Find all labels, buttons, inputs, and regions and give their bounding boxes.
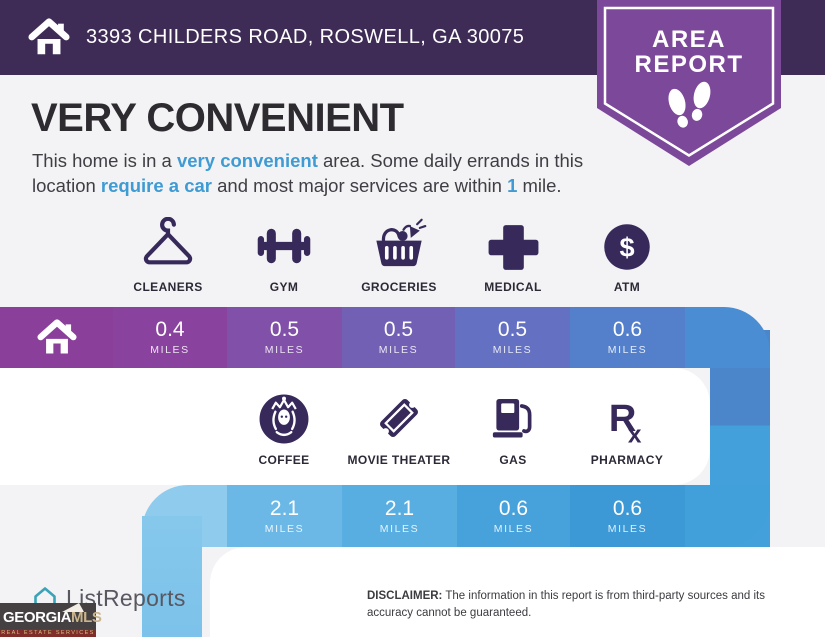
distance-cell: 2.1 MILES	[342, 485, 457, 547]
distance-value: 0.5	[269, 318, 300, 341]
distance-unit: MILES	[264, 344, 305, 356]
georgia-mls-logo: GEORGIA MLS REAL ESTATE SERVICES	[0, 603, 102, 637]
place-cleaners: CLEANERS	[98, 213, 238, 294]
dumbbell-icon	[257, 228, 311, 264]
distance-unit: MILES	[493, 522, 534, 535]
svg-text:$: $	[619, 232, 634, 263]
desc-part: and most major services are within	[211, 175, 508, 197]
distance-bar-1: 0.4 MILES 0.5 MILES 0.5 MILES 0.5 MILES …	[0, 307, 710, 368]
place-label: GROCERIES	[361, 280, 437, 294]
distance-unit: MILES	[264, 522, 305, 535]
distance-value: 2.1	[269, 496, 300, 520]
distance-cell: 0.5 MILES	[227, 307, 342, 368]
desc-part: area. Some daily errands in this	[317, 150, 584, 171]
badge-title-line1: AREA	[652, 26, 726, 53]
distance-value: 0.5	[497, 318, 528, 341]
distance-value: 2.1	[384, 496, 415, 520]
distance-value: 0.6	[498, 496, 529, 520]
walkability-description: This home is in a very convenient area. …	[32, 148, 672, 198]
walkability-headline: VERY CONVENIENT	[31, 96, 404, 140]
desc-part: location	[32, 175, 101, 197]
distance-cell: 0.5 MILES	[342, 307, 455, 368]
disclaimer-panel	[210, 547, 825, 637]
mls-tagline: REAL ESTATE SERVICES	[0, 629, 96, 637]
disclaimer-label: DISCLAIMER:	[367, 590, 443, 602]
place-coffee: COFFEE	[214, 386, 354, 467]
gas-pump-icon	[492, 399, 532, 438]
dollar-circle-icon: $	[604, 224, 650, 270]
distance-cell: 0.6 MILES	[570, 485, 685, 547]
disclaimer-body: The information in this report is from t…	[367, 590, 765, 619]
distance-value: 0.4	[155, 318, 185, 341]
place-groceries: GROCERIES	[329, 213, 469, 294]
hanger-icon	[143, 217, 193, 265]
desc-part: mile.	[517, 175, 562, 197]
place-pharmacy: R x PHARMACY	[557, 386, 697, 467]
distance-value: 0.6	[612, 496, 643, 520]
place-label: CLEANERS	[133, 280, 203, 294]
place-medical: MEDICAL	[443, 213, 583, 294]
place-movie-theater: MOVIE THEATER	[329, 386, 469, 467]
home-icon	[28, 17, 70, 54]
desc-accent: require a car	[100, 175, 212, 197]
place-label: PHARMACY	[590, 453, 664, 467]
place-atm: $ ATM	[557, 213, 697, 294]
place-label: MOVIE THEATER	[347, 453, 451, 467]
medical-cross-icon	[488, 225, 538, 270]
place-label: MEDICAL	[484, 280, 542, 294]
rx-icon: R x	[609, 398, 642, 448]
badge-title-line2: REPORT	[634, 51, 743, 78]
starbucks-siren-icon	[259, 394, 309, 444]
desc-part: This home is in a	[32, 150, 177, 171]
distance-unit: MILES	[492, 344, 533, 356]
area-report-badge: AREA REPORT	[597, 0, 781, 166]
distance-value: 0.5	[383, 318, 414, 341]
distance-value: 0.6	[612, 318, 643, 341]
disclaimer-text: DISCLAIMER: The information in this repo…	[367, 588, 805, 621]
place-label: COFFEE	[258, 453, 310, 467]
row2-panel	[0, 368, 710, 485]
desc-accent: very convenient	[176, 150, 318, 171]
distance-unit: MILES	[378, 344, 419, 356]
svg-text:R: R	[609, 398, 636, 440]
desc-accent: 1	[507, 175, 518, 197]
distance-cell: 0.4 MILES	[113, 307, 227, 368]
svg-text:x: x	[628, 422, 642, 448]
home-icon	[36, 318, 77, 353]
distance-unit: MILES	[607, 344, 648, 356]
place-label: GAS	[499, 453, 527, 467]
place-gym: GYM	[214, 213, 354, 294]
distance-bar-2: 2.1 MILES 2.1 MILES 0.6 MILES 0.6 MILES	[0, 485, 710, 547]
place-gas: GAS	[443, 386, 583, 467]
property-address: 3393 CHILDERS ROAD, ROSWELL, GA 30075	[86, 26, 525, 48]
distance-unit: MILES	[607, 522, 648, 535]
path-strip-left	[142, 516, 202, 637]
mls-roof-icon	[62, 603, 84, 612]
distance-cell: 2.1 MILES	[227, 485, 342, 547]
distance-cell: 0.6 MILES	[457, 485, 570, 547]
place-label: ATM	[613, 280, 641, 294]
distance-cell: 0.5 MILES	[455, 307, 570, 368]
mls-name-part1: GEORGIA	[3, 608, 72, 626]
place-label: GYM	[269, 280, 299, 294]
ticket-icon	[380, 399, 418, 437]
grocery-basket-icon	[376, 218, 427, 267]
distance-unit: MILES	[379, 522, 420, 535]
home-cell	[0, 307, 113, 368]
distance-cell: 0.6 MILES	[570, 307, 685, 368]
mls-name-part2: MLS	[71, 608, 102, 626]
distance-unit: MILES	[150, 344, 190, 356]
footprints-icon	[668, 81, 711, 128]
